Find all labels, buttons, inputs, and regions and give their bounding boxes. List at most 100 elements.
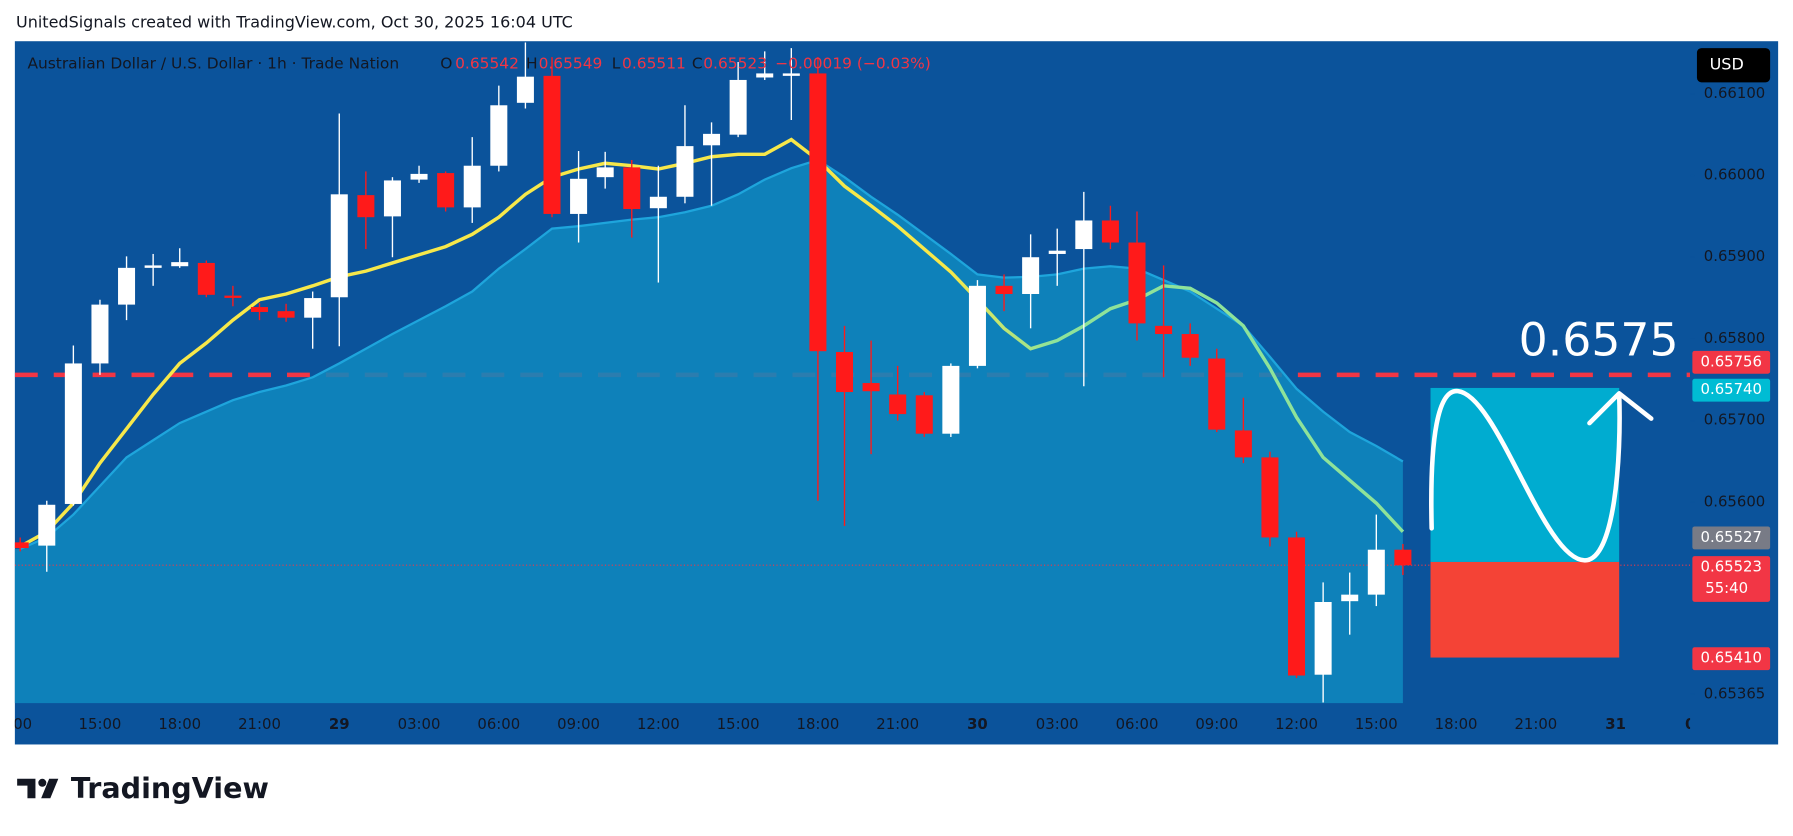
x-tick-label: 21:00 — [238, 715, 281, 733]
footer-brand: TradingView — [71, 771, 269, 805]
last-price-bg — [1692, 556, 1771, 602]
x-tick-label: 18:00 — [1435, 715, 1478, 733]
x-tick-label: 21:00 — [1514, 715, 1557, 733]
currency-button-bg[interactable] — [1696, 48, 1771, 83]
candle-body — [410, 173, 428, 180]
candle-body — [968, 285, 986, 366]
candle-body — [330, 194, 348, 298]
candle-body — [1155, 325, 1173, 335]
y-tick-label: 0.65700 — [1704, 411, 1765, 429]
stop-zone — [1430, 561, 1620, 658]
price-label: 0.65527 — [1701, 528, 1762, 546]
last-price-label: 0.65523 — [1701, 558, 1762, 576]
candle-body — [862, 383, 880, 392]
legend: Australian Dollar / U.S. Dollar · 1h · T… — [27, 55, 930, 73]
countdown: 55:40 — [1705, 579, 1748, 597]
candle-body — [197, 262, 215, 295]
price-label-bg — [1692, 350, 1771, 374]
x-tick-label: 18:00 — [796, 715, 839, 733]
candle-body — [915, 395, 933, 434]
candle-body — [437, 173, 455, 208]
candle-body — [38, 504, 56, 546]
symbol-title: Australian Dollar / U.S. Dollar · 1h · T… — [27, 55, 399, 73]
x-tick-label: 03 — [1685, 715, 1706, 733]
currency-label[interactable]: USD — [1710, 55, 1744, 74]
candle-body — [1261, 457, 1279, 538]
candle-body — [596, 167, 614, 178]
candle-body — [1367, 549, 1385, 595]
candle-body — [889, 394, 907, 415]
candle-body — [649, 196, 667, 209]
price-label-bg — [1692, 647, 1771, 671]
price-label-bg — [1692, 378, 1771, 402]
ohlc-letter: L — [612, 55, 621, 73]
candle-body — [703, 133, 721, 146]
candle-body — [1101, 220, 1119, 243]
x-tick-label: 29 — [329, 715, 350, 733]
x-tick-label: 03:00 — [398, 715, 441, 733]
y-tick-label: 0.66000 — [1704, 166, 1765, 184]
candle-body — [676, 146, 694, 197]
candle-body — [490, 105, 508, 166]
candle-body — [729, 79, 747, 135]
ohlc-letter: H — [526, 55, 538, 73]
x-tick-label: 06:00 — [1116, 715, 1159, 733]
y-tick-label: 0.65800 — [1704, 329, 1765, 347]
x-tick-label: 09:00 — [1195, 715, 1238, 733]
candle-body — [118, 267, 136, 305]
change: −0.00019 (−0.03%) — [775, 55, 931, 73]
candle-body — [304, 298, 322, 318]
candle-body — [1314, 601, 1332, 675]
header: UnitedSignals created with TradingView.c… — [16, 12, 573, 31]
candle-body — [809, 73, 827, 352]
candle-body — [463, 165, 481, 208]
logo-icon — [41, 778, 59, 799]
x-tick-label: :00 — [8, 715, 32, 733]
y-tick-label: 0.65365 — [1704, 684, 1765, 702]
candle-body — [1181, 334, 1199, 358]
ohlc-value: 0.65511 — [622, 55, 686, 73]
candle-body — [1022, 257, 1040, 294]
x-axis: :00 15:00 18:00 21:00 29 03:00 06:00 09:00 12:00… — [8, 715, 1706, 733]
y-tick-label: 0.65900 — [1704, 247, 1765, 265]
candle-body — [1128, 242, 1146, 324]
candle-body — [570, 178, 588, 214]
candle-body — [91, 304, 109, 364]
candle-body — [383, 180, 401, 217]
candle-body — [835, 351, 854, 393]
x-tick-label: 21:00 — [876, 715, 919, 733]
candle-body — [1234, 430, 1252, 458]
currency-button[interactable]: USD — [1696, 48, 1771, 83]
x-tick-label: 12:00 — [1275, 715, 1318, 733]
price-label: 0.65740 — [1701, 380, 1762, 398]
price-label-bg — [1692, 526, 1771, 550]
candle-body — [1048, 250, 1066, 254]
ohlc-letter: C — [692, 55, 703, 73]
candle-body — [357, 195, 375, 218]
x-tick-label: 09:00 — [557, 715, 600, 733]
candle-body — [144, 265, 162, 268]
x-tick-label: 12:00 — [637, 715, 680, 733]
annotation-label: 0.6575 — [1519, 314, 1679, 367]
candle-body — [1288, 537, 1306, 676]
candle-body — [250, 307, 269, 312]
candle-body — [1394, 549, 1412, 566]
target-zone — [1430, 387, 1620, 562]
x-tick-label: 03:00 — [1036, 715, 1079, 733]
plot — [14, 42, 1691, 704]
logo-icon — [17, 778, 36, 799]
y-tick-label: 0.66100 — [1704, 84, 1765, 102]
x-tick-label: 15:00 — [1355, 715, 1398, 733]
price-label: 0.65410 — [1701, 649, 1762, 667]
x-tick-label: 06:00 — [477, 715, 520, 733]
price-label: 0.65756 — [1701, 352, 1762, 370]
y-tick-label: 0.65600 — [1704, 492, 1765, 510]
candle-body — [1208, 358, 1226, 430]
candle-body — [64, 363, 82, 504]
ohlc-value: 0.65549 — [539, 55, 603, 73]
candle-body — [623, 167, 641, 210]
candle-body — [277, 311, 295, 318]
candle-body — [543, 75, 561, 214]
